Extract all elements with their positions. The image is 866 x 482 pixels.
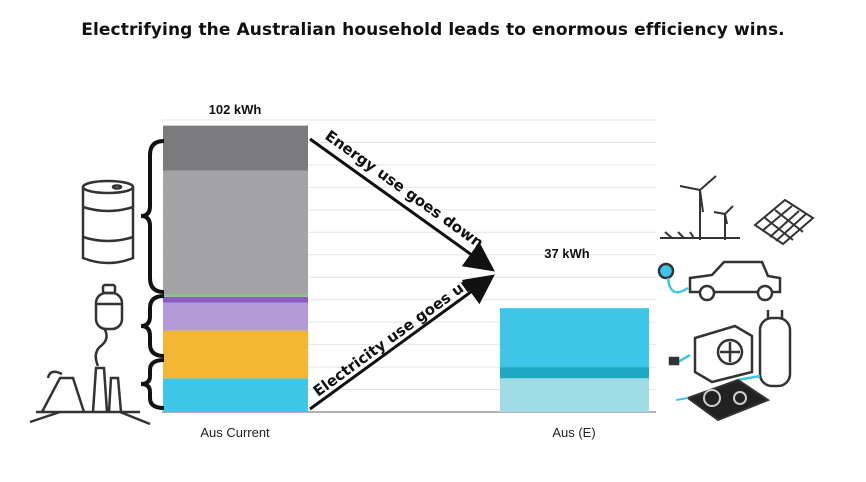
chart-title: Electrifying the Australian household le… bbox=[81, 20, 785, 40]
brace-fossil bbox=[140, 139, 165, 294]
annotation-energy-down: Energy use goes down bbox=[322, 127, 487, 252]
gas-bottle-icon bbox=[94, 283, 124, 331]
wind-turbine-icon bbox=[660, 175, 740, 240]
oil-barrel-icon bbox=[81, 179, 135, 265]
bar-segment-petrol-0 bbox=[163, 170, 308, 295]
brace-grid bbox=[140, 358, 165, 410]
induction-cooktop-icon bbox=[675, 378, 771, 422]
brace-gas bbox=[140, 294, 165, 358]
bar-segment-lpg-edge-0 bbox=[163, 296, 308, 303]
electric-vehicle-icon bbox=[657, 260, 782, 302]
bar-segment-electricity-0 bbox=[163, 378, 308, 412]
solar-panel-icon bbox=[753, 198, 815, 246]
arrow-down bbox=[309, 137, 495, 272]
arrow-up bbox=[309, 274, 495, 411]
total-label-aus-e: 37 kWh bbox=[544, 246, 590, 261]
bar-segment-transition-0 bbox=[163, 294, 308, 297]
total-label-aus-current: 102 kWh bbox=[209, 102, 262, 117]
annotation-electricity-up: Electricity use goes up bbox=[310, 273, 476, 401]
bars bbox=[163, 125, 649, 412]
category-label-aus-e: Aus (E) bbox=[552, 425, 595, 440]
category-label-aus-current: Aus Current bbox=[200, 425, 270, 440]
bar-segment-natural-gas-0 bbox=[163, 330, 308, 379]
bar-segment-diesel-0 bbox=[163, 125, 308, 171]
bar-segment-efficient-heating-1 bbox=[500, 378, 649, 412]
bar-segment-lpg-0 bbox=[163, 302, 308, 331]
power-plant-icon bbox=[29, 327, 151, 426]
bar-segment-electric-vehicle-1 bbox=[500, 308, 649, 368]
heat-pump-icon bbox=[668, 324, 754, 384]
bar-segment-efficient-cooking-1 bbox=[500, 367, 649, 379]
hot-water-tank-icon bbox=[737, 310, 792, 388]
